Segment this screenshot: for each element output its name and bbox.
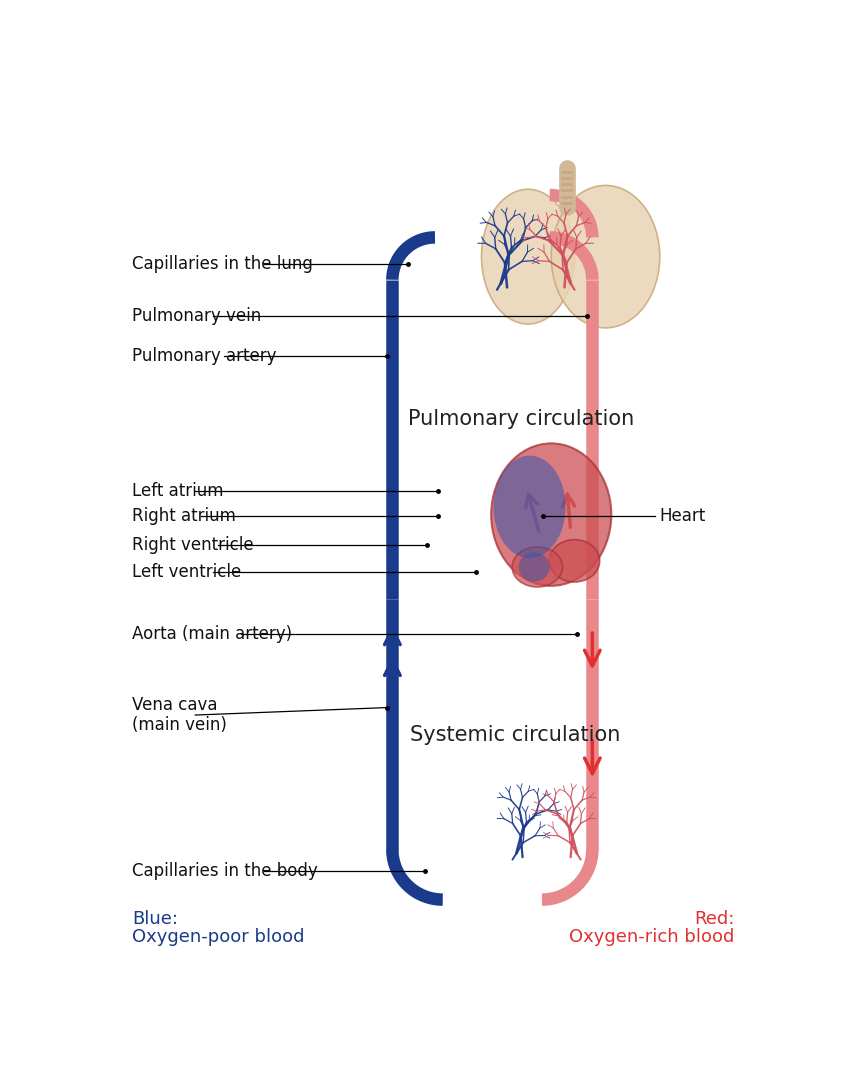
Ellipse shape [511,546,562,588]
Text: Oxygen-poor blood: Oxygen-poor blood [132,929,304,946]
Text: Right atrium: Right atrium [132,508,235,525]
Text: Left atrium: Left atrium [132,483,223,500]
Text: Left ventricle: Left ventricle [132,563,241,581]
Text: Vena cava
(main vein): Vena cava (main vein) [132,696,226,734]
Text: Pulmonary artery: Pulmonary artery [132,347,276,365]
Ellipse shape [490,444,610,585]
Ellipse shape [550,186,659,328]
Text: Red:: Red: [693,909,733,928]
Text: Systemic circulation: Systemic circulation [409,725,619,745]
Text: Pulmonary vein: Pulmonary vein [132,307,261,325]
Ellipse shape [481,189,574,324]
Text: Blue:: Blue: [132,909,177,928]
Text: Aorta (main artery): Aorta (main artery) [132,625,291,644]
Text: Capillaries in the lung: Capillaries in the lung [132,255,312,273]
Text: Pulmonary circulation: Pulmonary circulation [408,409,634,429]
Text: Capillaries in the body: Capillaries in the body [132,863,317,880]
Ellipse shape [493,456,565,558]
Text: Oxygen-rich blood: Oxygen-rich blood [568,929,733,946]
Text: Heart: Heart [658,508,705,525]
Ellipse shape [549,540,599,582]
Ellipse shape [518,552,549,582]
Text: Right ventricle: Right ventricle [132,537,253,554]
